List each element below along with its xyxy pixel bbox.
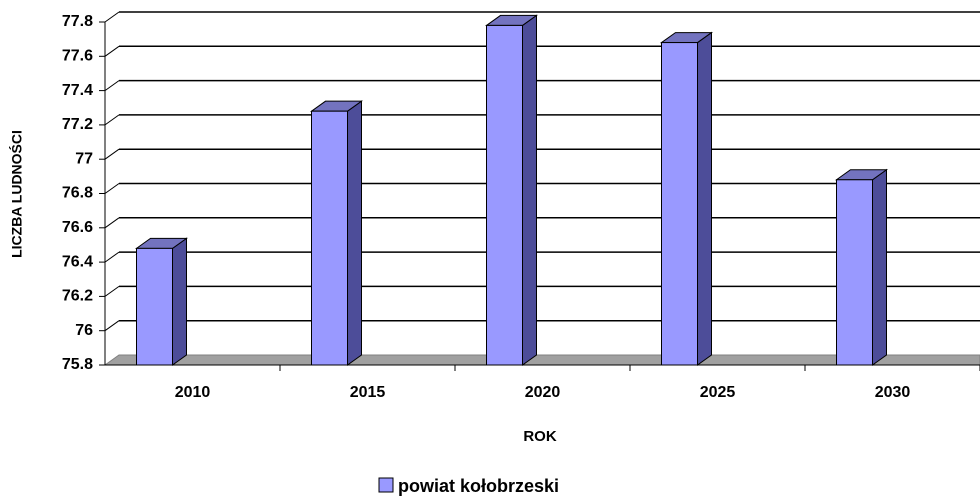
y-tick-label: 76.2 <box>62 288 93 305</box>
x-tick-label: 2020 <box>525 384 561 401</box>
grid-side <box>104 148 120 160</box>
bar-side <box>522 14 537 366</box>
grid-side <box>104 320 120 332</box>
bar <box>311 110 348 366</box>
grid-side <box>104 114 120 126</box>
bar <box>836 179 873 366</box>
bar <box>486 24 523 366</box>
y-tick-label: 77.2 <box>62 116 93 133</box>
legend-label: powiat kołobrzeski <box>398 476 559 496</box>
y-tick-label: 77.6 <box>62 48 93 65</box>
grid-side <box>104 251 120 263</box>
y-tick-label: 76.4 <box>62 253 93 270</box>
x-tick-label: 2025 <box>700 384 736 401</box>
x-tick-label: 2015 <box>350 384 386 401</box>
legend-swatch <box>378 477 394 493</box>
y-tick-label: 77 <box>75 150 93 167</box>
x-tick-label: 2010 <box>175 384 211 401</box>
y-tick-label: 76.6 <box>62 219 93 236</box>
grid-side <box>104 45 120 57</box>
grid-side <box>104 285 120 297</box>
grid-side <box>104 11 120 23</box>
y-tick-label: 77.4 <box>62 82 93 99</box>
bar-side <box>872 168 887 366</box>
y-axis-title: LICZBA LUDNOŚCI <box>8 130 25 258</box>
bar-side <box>697 31 712 366</box>
bar <box>136 247 173 366</box>
y-tick-label: 76 <box>75 322 93 339</box>
grid-side <box>104 80 120 92</box>
bar-side <box>172 237 187 366</box>
bar <box>661 42 698 366</box>
grid-side <box>104 217 120 229</box>
x-axis-title: ROK <box>523 428 557 445</box>
grid-side <box>104 183 120 194</box>
y-tick-label: 76.8 <box>62 185 93 202</box>
bar-side <box>347 100 362 366</box>
y-tick-label: 77.8 <box>62 13 93 30</box>
y-tick-label: 75.8 <box>62 356 93 373</box>
x-tick-label: 2030 <box>875 384 911 401</box>
